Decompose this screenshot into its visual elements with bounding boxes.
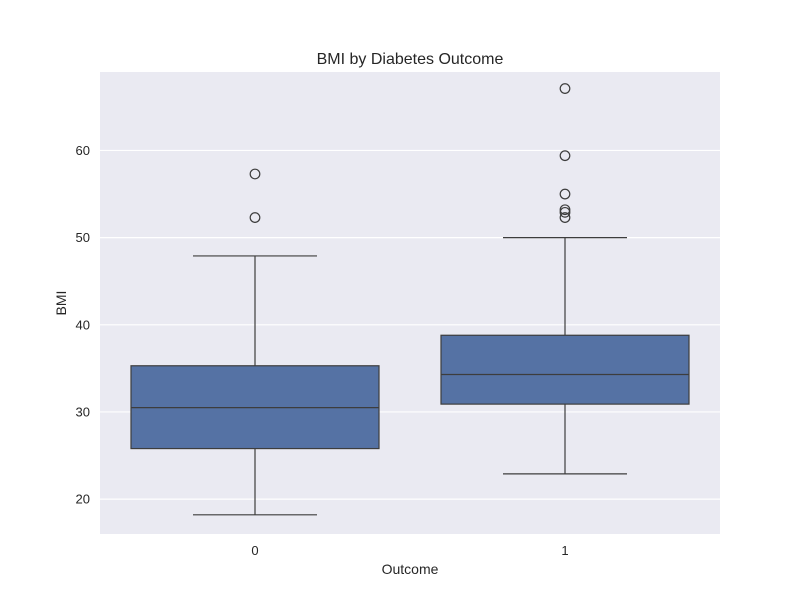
- box-group-1: [440, 83, 690, 475]
- y-tick-label: 20: [76, 492, 90, 507]
- outlier-point: [559, 150, 571, 162]
- y-tick-label: 50: [76, 230, 90, 245]
- y-tick-label: 30: [76, 404, 90, 419]
- box-iqr: [440, 334, 690, 405]
- y-axis-label: BMI: [53, 291, 69, 316]
- chart-title: BMI by Diabetes Outcome: [317, 51, 504, 68]
- y-tick-label: 60: [76, 143, 90, 158]
- y-tick-label: 40: [76, 317, 90, 332]
- x-axis-label: Outcome: [382, 561, 439, 577]
- box-group-0: [130, 168, 380, 516]
- plot-background: [100, 72, 720, 534]
- y-tick-labels: 20 30 40 50 60: [76, 143, 90, 507]
- outlier-point: [559, 83, 571, 94]
- outlier-point: [559, 188, 571, 200]
- outlier-point: [559, 204, 571, 216]
- outlier-point: [559, 206, 571, 218]
- x-tick-label: 1: [561, 543, 568, 558]
- x-tick-label: 0: [251, 543, 258, 558]
- outlier-point: [249, 212, 261, 223]
- outlier-point: [559, 212, 571, 223]
- boxes: [130, 83, 690, 516]
- outlier-point: [249, 168, 261, 180]
